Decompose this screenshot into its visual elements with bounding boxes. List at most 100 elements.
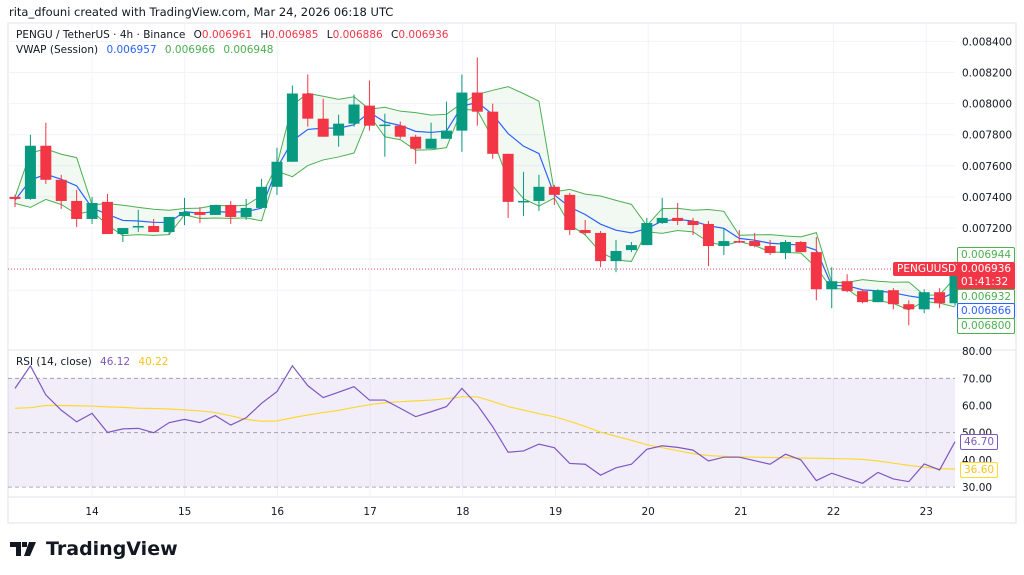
candle bbox=[872, 289, 884, 303]
candle-body bbox=[132, 225, 144, 228]
vwap-upper-axis-label: 0.006944 bbox=[957, 247, 1016, 263]
rsi-ma-value: 40.22 bbox=[138, 356, 169, 368]
candle bbox=[502, 153, 514, 218]
candle-body bbox=[425, 138, 437, 149]
candle bbox=[918, 289, 930, 314]
candle bbox=[40, 122, 52, 184]
candle bbox=[702, 221, 714, 267]
candle-body bbox=[780, 241, 791, 254]
vwap-value: 0.006957 bbox=[106, 44, 157, 56]
candle bbox=[564, 192, 576, 235]
high-label: H bbox=[260, 29, 269, 41]
candle-body bbox=[148, 225, 160, 233]
candle bbox=[117, 228, 129, 242]
candle-body bbox=[302, 93, 314, 119]
symbol-price-tag: PENGUUSDT bbox=[893, 262, 967, 276]
candle-body bbox=[209, 204, 221, 215]
rsi-value: 46.12 bbox=[100, 356, 131, 368]
candle-body bbox=[533, 186, 545, 201]
price-tick-label: 0.007200 bbox=[962, 223, 1012, 235]
candle bbox=[86, 196, 98, 224]
candle bbox=[610, 239, 622, 273]
candle-body bbox=[24, 145, 36, 199]
price-tick-label: 0.008200 bbox=[962, 68, 1012, 80]
candle-body bbox=[579, 230, 591, 233]
last-price-value: 0.006936 bbox=[961, 263, 1012, 275]
candle bbox=[749, 232, 761, 248]
candle bbox=[456, 74, 468, 152]
open-label: O bbox=[193, 29, 202, 41]
candle-body bbox=[502, 153, 514, 202]
candle bbox=[672, 202, 684, 226]
price-tick-label: 0.008400 bbox=[962, 36, 1012, 48]
candle bbox=[209, 204, 221, 215]
candle bbox=[179, 197, 191, 226]
candle-body bbox=[564, 194, 576, 231]
close-label: C bbox=[391, 29, 399, 41]
last-price-label: 0.006936 01:41:32 bbox=[957, 262, 1016, 290]
candle-body bbox=[749, 241, 761, 247]
time-tick-label: 22 bbox=[827, 506, 840, 518]
candle-body bbox=[471, 92, 483, 112]
rsi-tick-label: 60.00 bbox=[962, 401, 992, 413]
candle bbox=[903, 300, 915, 326]
candle-body bbox=[918, 292, 930, 310]
candle bbox=[379, 113, 391, 157]
candle bbox=[317, 98, 329, 137]
candle bbox=[471, 57, 483, 126]
candle bbox=[625, 241, 637, 253]
candle bbox=[194, 207, 206, 224]
candle bbox=[795, 241, 807, 253]
candle bbox=[225, 200, 237, 224]
candle-body bbox=[949, 269, 961, 304]
candle bbox=[826, 267, 838, 309]
rsi-ma-axis-label: 36.60 bbox=[960, 462, 999, 478]
price-tick-label: 0.008000 bbox=[962, 99, 1012, 111]
candle bbox=[687, 217, 699, 235]
candle bbox=[548, 184, 560, 205]
candle bbox=[595, 230, 607, 268]
candle-body bbox=[240, 207, 252, 217]
tradingview-logo: TradingView bbox=[10, 538, 178, 560]
candle-body bbox=[456, 92, 468, 131]
rsi-tick-label: 70.00 bbox=[962, 373, 992, 385]
candle bbox=[148, 218, 160, 233]
candle-body bbox=[271, 161, 283, 187]
candle-body bbox=[286, 93, 298, 162]
vwap-upper-value: 0.006966 bbox=[164, 44, 216, 56]
close-value: 0.006936 bbox=[398, 29, 449, 41]
vwap-title: VWAP (Session) bbox=[16, 44, 99, 56]
candle-body bbox=[934, 292, 946, 304]
tradingview-wordmark: TradingView bbox=[46, 538, 178, 560]
low-label: L bbox=[326, 29, 333, 41]
bar-countdown: 01:41:32 bbox=[961, 276, 1009, 288]
candle-body bbox=[55, 179, 67, 201]
time-tick-label: 16 bbox=[271, 506, 285, 518]
chart-credit: rita_dfouni created with TradingView.com… bbox=[9, 5, 394, 19]
candle bbox=[887, 288, 899, 310]
candle-body bbox=[795, 241, 807, 253]
candle-body bbox=[225, 204, 237, 217]
candle bbox=[841, 274, 853, 293]
candle-body bbox=[595, 232, 607, 262]
candle bbox=[518, 171, 530, 217]
candle bbox=[286, 85, 298, 162]
candle-body bbox=[194, 211, 206, 215]
time-tick-label: 20 bbox=[642, 506, 655, 518]
low-value: 0.006886 bbox=[332, 29, 383, 41]
candle bbox=[256, 178, 268, 208]
candle-body bbox=[379, 124, 391, 127]
candle-body bbox=[718, 241, 730, 247]
symbol-title: PENGU / TetherUS · 4h · Binance bbox=[16, 29, 186, 41]
candle-body bbox=[687, 221, 699, 226]
vwap-lower-axis-label: 0.006800 bbox=[957, 318, 1016, 334]
candle-body bbox=[163, 216, 175, 233]
candle bbox=[857, 289, 869, 304]
candle bbox=[240, 198, 252, 220]
candle-body bbox=[71, 200, 83, 219]
candle bbox=[641, 217, 653, 246]
candle-body bbox=[394, 125, 406, 137]
candle-body bbox=[363, 105, 375, 126]
candle bbox=[71, 189, 83, 228]
